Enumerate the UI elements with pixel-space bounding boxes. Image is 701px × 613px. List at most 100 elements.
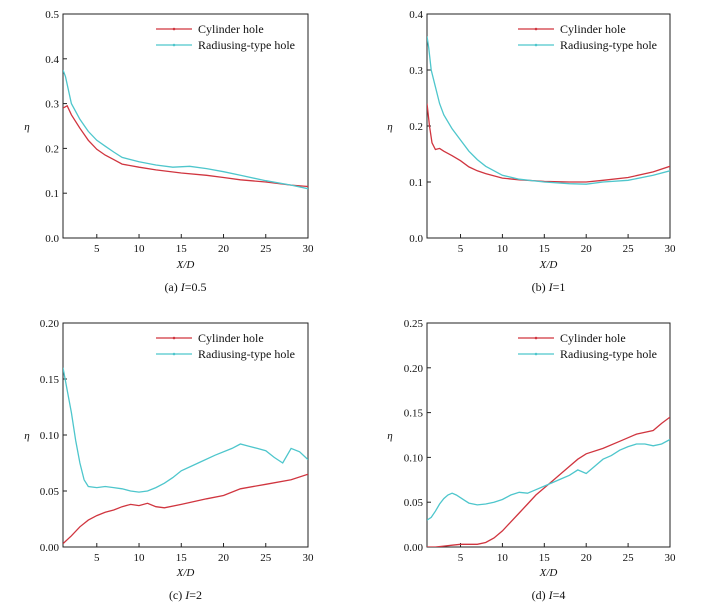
y-tick-label: 0.1 bbox=[409, 177, 423, 189]
series-line-1 bbox=[63, 367, 308, 493]
x-tick-label: 25 bbox=[623, 243, 635, 255]
y-tick-label: 0.05 bbox=[404, 497, 424, 509]
legend-marker-0 bbox=[172, 336, 176, 340]
x-tick-label: 15 bbox=[539, 243, 551, 255]
caption-prefix: (a) bbox=[164, 280, 180, 294]
caption-prefix: (b) bbox=[532, 280, 549, 294]
series-line-0 bbox=[63, 104, 308, 188]
y-tick-label: 0.05 bbox=[40, 486, 60, 498]
legend-entry-1: Radiusing-type hole bbox=[560, 347, 657, 361]
y-tick-label: 0.3 bbox=[45, 99, 59, 111]
chart-panel-3: 0.00 0.05 0.10 0.15 0.20 0.25 5 10 15 20 25 30 Cylin… bbox=[387, 318, 676, 602]
legend-entry-1: Radiusing-type hole bbox=[560, 38, 657, 52]
panel-caption: (d) I=4 bbox=[532, 588, 566, 602]
legend-entry-0: Cylinder hole bbox=[198, 331, 264, 345]
x-tick-label: 20 bbox=[218, 552, 230, 564]
caption-suffix: =0.5 bbox=[185, 280, 207, 294]
legend-entry-0: Cylinder hole bbox=[198, 22, 264, 36]
x-tick-label: 15 bbox=[539, 552, 551, 564]
y-axis-label: η bbox=[387, 430, 392, 442]
y-tick-label: 0.4 bbox=[409, 9, 423, 21]
x-tick-label: 25 bbox=[623, 552, 635, 564]
series-line-0 bbox=[427, 416, 670, 547]
x-tick-label: 30 bbox=[303, 552, 315, 564]
chart-panel-1: 0.0 0.1 0.2 0.3 0.4 5 10 15 20 25 30 Cylinder hole R… bbox=[387, 9, 676, 294]
plot-frame bbox=[62, 13, 309, 239]
legend-marker-0 bbox=[534, 27, 538, 31]
y-tick-label: 0.10 bbox=[404, 452, 424, 464]
series-line-1 bbox=[427, 438, 670, 521]
x-tick-label: 30 bbox=[665, 243, 677, 255]
y-tick-label: 0.1 bbox=[45, 188, 59, 200]
x-tick-label: 25 bbox=[260, 552, 272, 564]
x-tick-label: 30 bbox=[665, 552, 677, 564]
legend-marker-0 bbox=[172, 27, 176, 31]
y-tick-label: 0.2 bbox=[45, 143, 59, 155]
x-tick-label: 10 bbox=[134, 552, 146, 564]
series-line-0 bbox=[63, 473, 308, 545]
x-tick-label: 10 bbox=[134, 243, 146, 255]
legend-entry-0: Cylinder hole bbox=[560, 22, 626, 36]
y-tick-label: 0.15 bbox=[40, 374, 60, 386]
panel-caption: (a) I=0.5 bbox=[164, 280, 206, 294]
x-tick-label: 15 bbox=[176, 552, 188, 564]
y-tick-label: 0.3 bbox=[409, 65, 423, 77]
legend-marker-1 bbox=[172, 352, 176, 356]
y-tick-label: 0.00 bbox=[40, 542, 60, 554]
y-tick-label: 0.10 bbox=[40, 430, 60, 442]
y-axis-label: η bbox=[387, 121, 392, 133]
chart-panel-0: 0.0 0.1 0.2 0.3 0.4 0.5 5 10 15 20 25 30 Cylinder ho… bbox=[24, 9, 314, 294]
series-line-1 bbox=[63, 69, 308, 190]
x-tick-label: 20 bbox=[581, 552, 593, 564]
x-tick-label: 20 bbox=[218, 243, 230, 255]
y-tick-label: 0.0 bbox=[45, 233, 59, 245]
x-tick-label: 20 bbox=[581, 243, 593, 255]
x-tick-label: 5 bbox=[94, 243, 100, 255]
y-tick-label: 0.20 bbox=[404, 363, 424, 375]
y-tick-label: 0.00 bbox=[404, 542, 424, 554]
caption-suffix: =1 bbox=[553, 280, 566, 294]
caption-variable: I bbox=[180, 280, 186, 294]
caption-suffix: =4 bbox=[553, 588, 566, 602]
y-tick-label: 0.20 bbox=[40, 318, 60, 330]
x-tick-label: 10 bbox=[497, 243, 509, 255]
x-tick-label: 10 bbox=[497, 552, 509, 564]
panel-caption: (c) I=2 bbox=[169, 588, 202, 602]
panel-caption: (b) I=1 bbox=[532, 280, 566, 294]
caption-prefix: (d) bbox=[532, 588, 549, 602]
caption-variable: I bbox=[184, 588, 190, 602]
y-tick-label: 0.15 bbox=[404, 408, 424, 420]
x-axis-label: X/D bbox=[176, 259, 195, 271]
legend-marker-1 bbox=[172, 43, 176, 47]
y-axis-label: η bbox=[24, 121, 29, 133]
caption-suffix: =2 bbox=[189, 588, 202, 602]
legend-entry-1: Radiusing-type hole bbox=[198, 38, 295, 52]
legend-entry-0: Cylinder hole bbox=[560, 331, 626, 345]
series-line-1 bbox=[427, 36, 670, 185]
x-tick-label: 5 bbox=[94, 552, 100, 564]
x-tick-label: 5 bbox=[458, 552, 464, 564]
x-tick-label: 30 bbox=[303, 243, 315, 255]
legend-marker-1 bbox=[534, 43, 538, 47]
y-tick-label: 0.2 bbox=[409, 121, 423, 133]
series-line-0 bbox=[427, 103, 670, 183]
x-axis-label: X/D bbox=[176, 567, 195, 579]
legend-entry-1: Radiusing-type hole bbox=[198, 347, 295, 361]
x-tick-label: 5 bbox=[458, 243, 464, 255]
caption-prefix: (c) bbox=[169, 588, 185, 602]
legend-marker-1 bbox=[534, 352, 538, 356]
y-tick-label: 0.25 bbox=[404, 318, 424, 330]
plot-frame bbox=[426, 322, 671, 548]
chart-panel-2: 0.00 0.05 0.10 0.15 0.20 5 10 15 20 25 30 Cylinder … bbox=[24, 318, 314, 602]
caption-variable: I bbox=[548, 280, 554, 294]
y-tick-label: 0.0 bbox=[409, 233, 423, 245]
y-tick-label: 0.4 bbox=[45, 54, 59, 66]
y-tick-label: 0.5 bbox=[45, 9, 59, 21]
legend-marker-0 bbox=[534, 336, 538, 340]
x-axis-label: X/D bbox=[539, 567, 558, 579]
x-tick-label: 15 bbox=[176, 243, 188, 255]
x-tick-label: 25 bbox=[260, 243, 272, 255]
x-axis-label: X/D bbox=[539, 259, 558, 271]
